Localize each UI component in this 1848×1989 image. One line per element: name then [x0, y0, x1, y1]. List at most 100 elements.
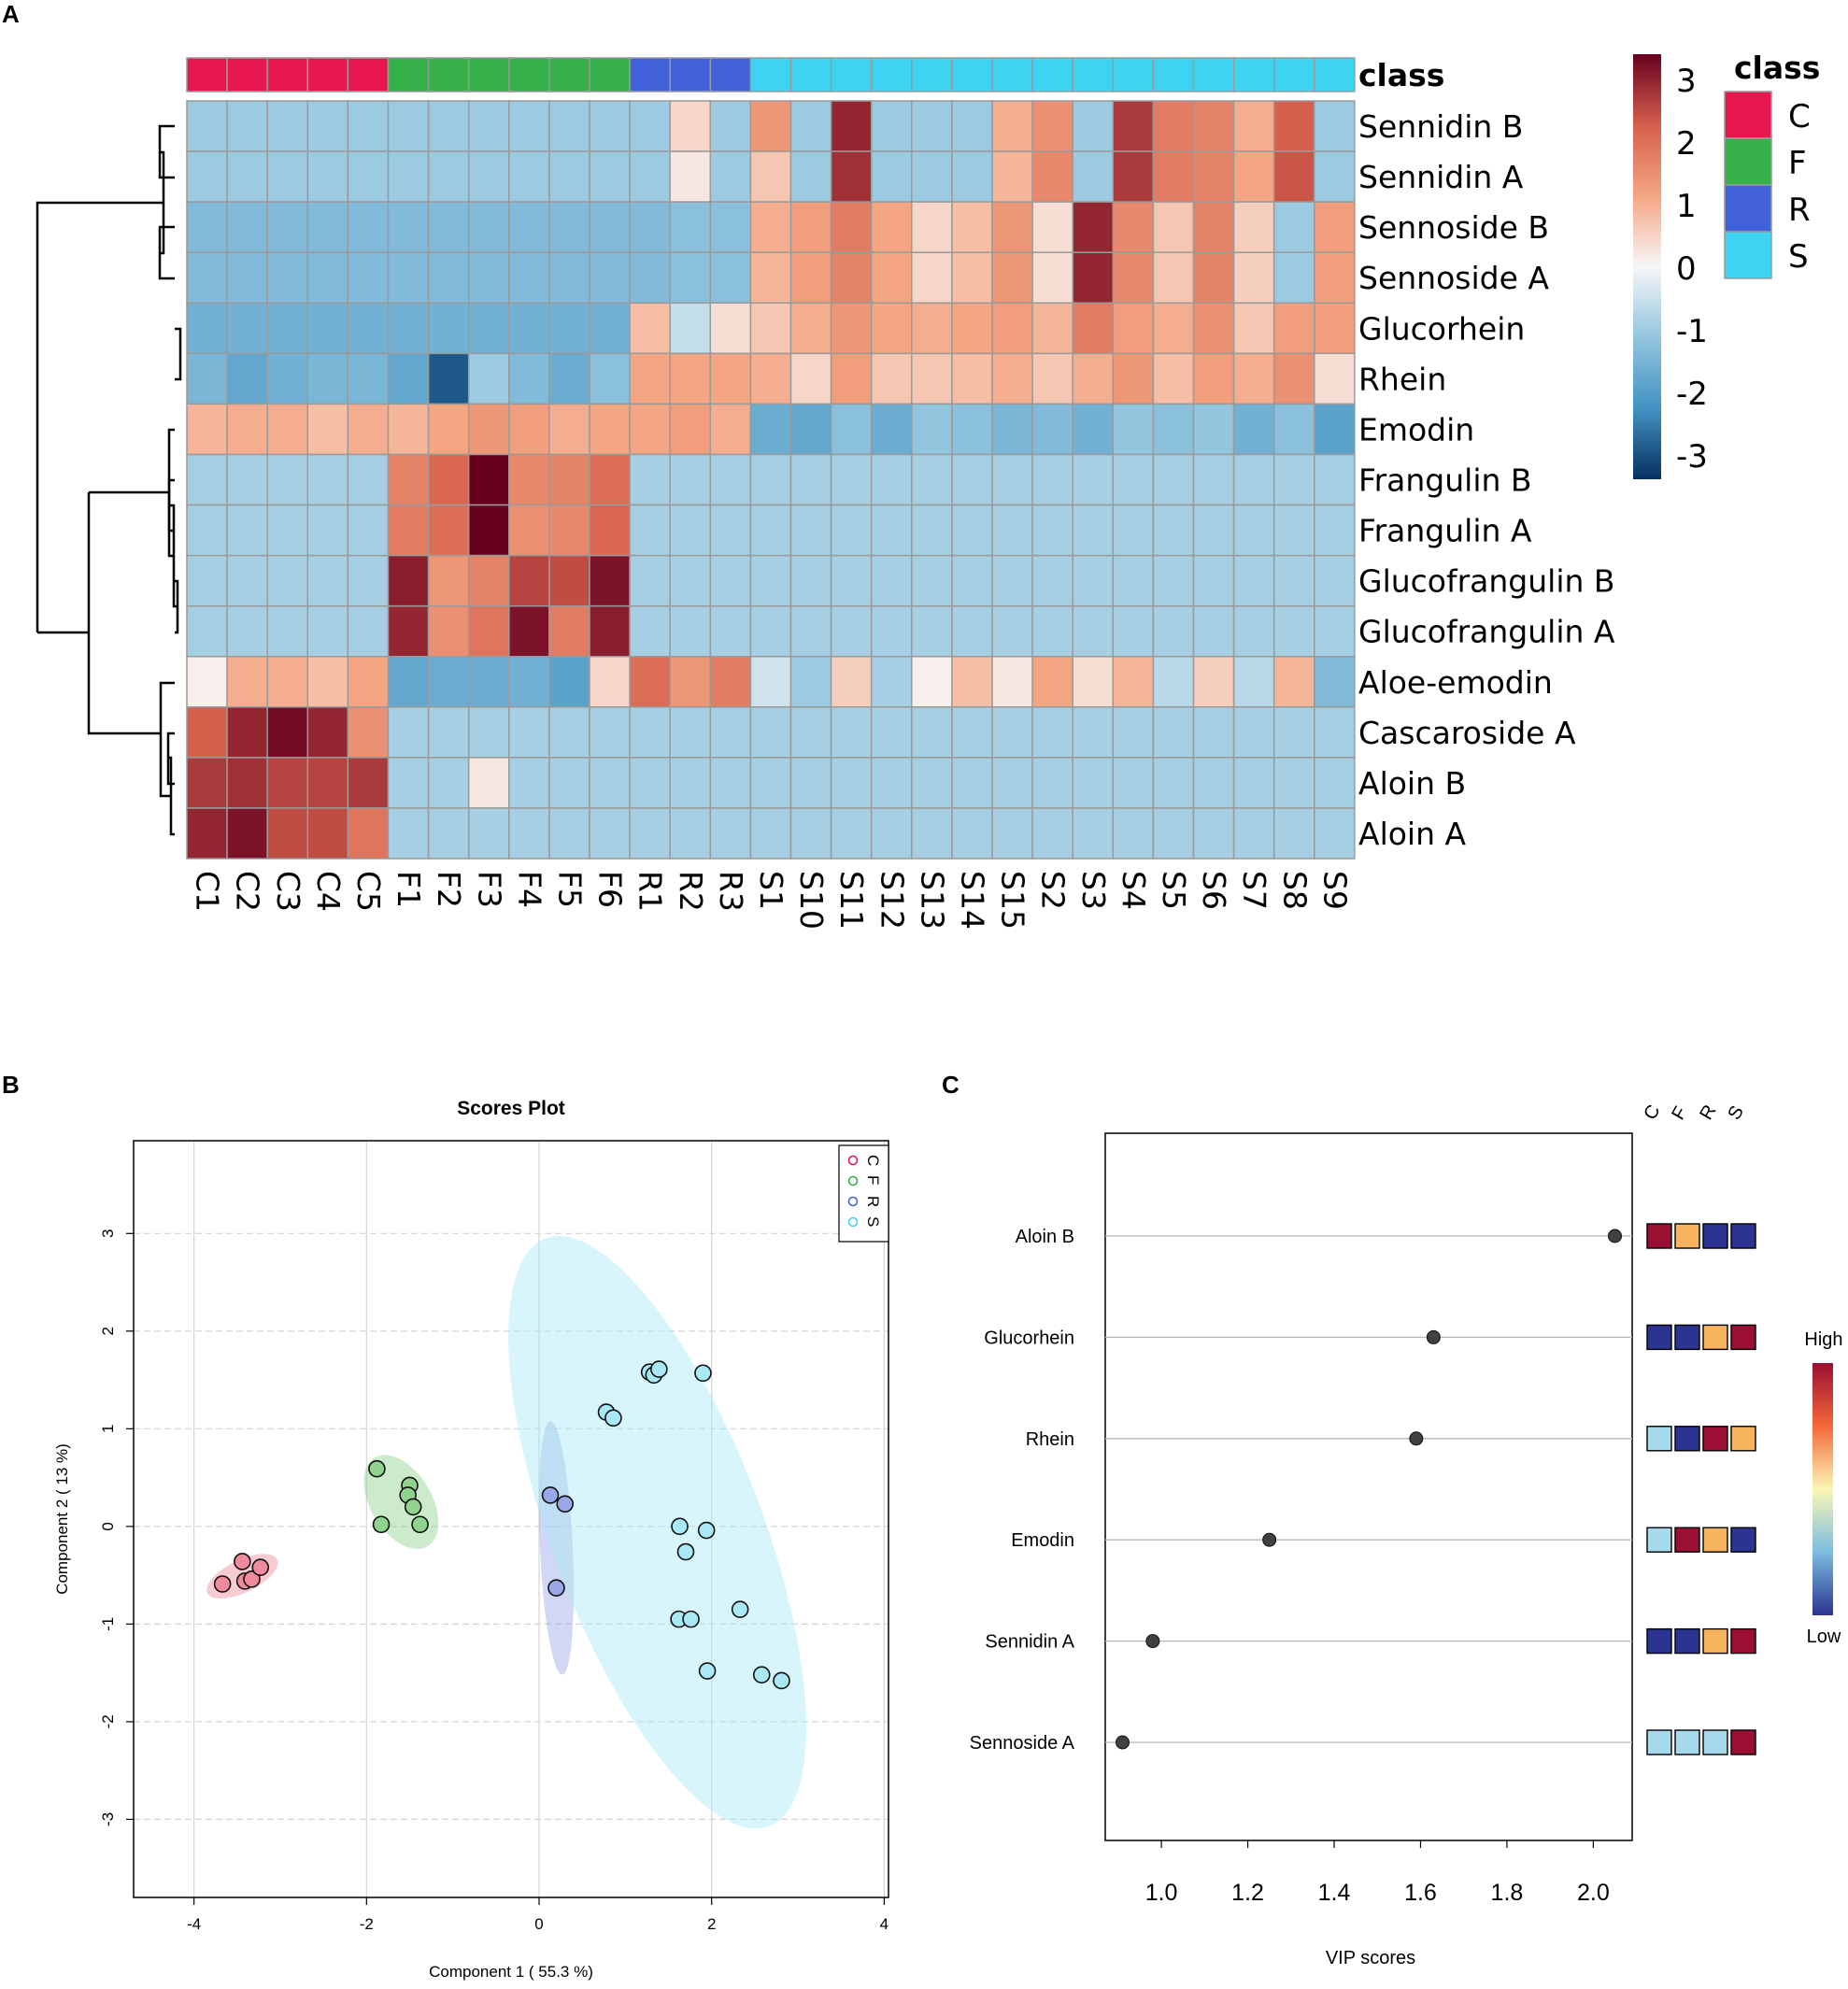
heatmap-cell: [1234, 101, 1274, 151]
heatmap-cell: [549, 606, 590, 657]
y-tick-label: -2: [99, 1714, 117, 1728]
heatmap-cell: [469, 657, 509, 707]
color-scale-label: -3: [1676, 438, 1708, 476]
group-level-box: [1703, 1427, 1727, 1451]
vip-x-tick-label: 2.0: [1577, 1880, 1610, 1906]
heatmap-column-label: S2: [1035, 871, 1072, 910]
vip-feature-rows: Aloin BGlucorheinRheinEmodinSennidin ASe…: [970, 1227, 1632, 1754]
heatmap-cell: [1194, 657, 1234, 707]
heatmap-cell: [389, 151, 429, 202]
heatmap-cell: [469, 707, 509, 758]
heatmap-cell: [992, 454, 1032, 504]
heatmap-cell: [1113, 657, 1153, 707]
heatmap-cell: [832, 606, 872, 657]
heatmap-cell: [348, 707, 388, 758]
vip-point: [1146, 1635, 1159, 1648]
class-annotation-cell: [1032, 58, 1073, 92]
class-annotation-cell: [549, 58, 590, 92]
group-level-box: [1731, 1224, 1756, 1248]
heatmap-cell: [750, 606, 790, 657]
heatmap-cell: [670, 758, 710, 808]
color-scale-label: 0: [1676, 250, 1697, 288]
vip-point: [1116, 1736, 1129, 1749]
heatmap-cell: [509, 101, 549, 151]
heatmap-cell: [307, 303, 348, 353]
vip-x-axis-ticks: 1.0 1.2 1.4 1.6 1.8 2.0: [1145, 1840, 1610, 1906]
heatmap-cell: [227, 101, 267, 151]
heatmap-cell: [1234, 556, 1274, 606]
class-annotation-cell: [348, 58, 388, 92]
heatmap-column-label: S7: [1236, 871, 1272, 910]
heatmap-cell: [1113, 808, 1153, 859]
heatmap-panel: class Sennidin BSennidin ASennoside BSen…: [37, 50, 1820, 930]
heatmap-cell: [509, 505, 549, 556]
heatmap-cell: [549, 556, 590, 606]
heatmap-cell: [307, 758, 348, 808]
score-point: [548, 1580, 564, 1596]
heatmap-cell: [549, 404, 590, 454]
heatmap-cell: [1234, 657, 1274, 707]
class-annotation-cell: [590, 58, 630, 92]
heatmap-cell: [630, 151, 670, 202]
heatmap-cell: [1032, 353, 1073, 404]
heatmap-column-label: S5: [1156, 871, 1192, 910]
heatmap-cell: [710, 707, 750, 758]
heatmap-cell: [670, 252, 710, 303]
heatmap-cell: [227, 353, 267, 404]
y-tick-label: 1: [99, 1425, 117, 1433]
heatmap-column-label: S8: [1276, 871, 1313, 910]
heatmap-cell: [267, 101, 307, 151]
heatmap-cell: [389, 606, 429, 657]
heatmap-cell: [832, 707, 872, 758]
vip-feature-label: Sennidin A: [985, 1632, 1074, 1653]
heatmap-cell: [1315, 707, 1355, 758]
heatmap-cell: [832, 151, 872, 202]
score-point: [215, 1576, 231, 1592]
heatmap-cell: [429, 606, 469, 657]
panel-label-c: C: [942, 1071, 960, 1099]
heatmap-cell: [992, 707, 1032, 758]
class-annotation-cell: [832, 58, 872, 92]
heatmap-cell: [1153, 303, 1193, 353]
heatmap-cell: [469, 808, 509, 859]
heatmap-cell: [1315, 808, 1355, 859]
heatmap-cell: [1194, 353, 1234, 404]
heatmap-cell: [1153, 808, 1193, 859]
class-annotation-cell: [1194, 58, 1234, 92]
heatmap-cell: [1032, 101, 1073, 151]
heatmap-cell: [469, 454, 509, 504]
heatmap-cell: [267, 606, 307, 657]
heatmap-cell: [670, 808, 710, 859]
heatmap-cell: [630, 454, 670, 504]
heatmap-cell: [1234, 454, 1274, 504]
heatmap-cell: [791, 808, 832, 859]
vip-scores-panel: Aloin BGlucorheinRheinEmodinSennidin ASe…: [970, 1101, 1843, 1968]
score-point: [699, 1523, 715, 1539]
heatmap-cell: [429, 556, 469, 606]
heatmap-cell: [509, 758, 549, 808]
heatmap-column-label: S1: [753, 871, 789, 910]
heatmap-cell: [267, 657, 307, 707]
heatmap-cell: [227, 707, 267, 758]
heatmap-cell: [1073, 151, 1113, 202]
heatmap-cell: [952, 353, 992, 404]
heatmap-row-label: Sennoside B: [1358, 209, 1549, 246]
heatmap-cell: [227, 808, 267, 859]
heatmap-cell: [469, 758, 509, 808]
heatmap-cell: [750, 454, 790, 504]
heatmap-cell: [1315, 556, 1355, 606]
heatmap-cell: [509, 353, 549, 404]
heatmap-cell: [1113, 101, 1153, 151]
heatmap-cell: [389, 758, 429, 808]
heatmap-cell: [1194, 707, 1234, 758]
heatmap-cell: [509, 556, 549, 606]
class-legend-swatch: [1725, 232, 1771, 278]
heatmap-cell: [872, 758, 912, 808]
heatmap-cell: [710, 101, 750, 151]
heatmap-cell: [630, 404, 670, 454]
score-point: [235, 1554, 250, 1570]
heatmap-cell: [267, 303, 307, 353]
heatmap-cell: [348, 505, 388, 556]
heatmap-cell: [1194, 556, 1234, 606]
heatmap-cell: [429, 151, 469, 202]
